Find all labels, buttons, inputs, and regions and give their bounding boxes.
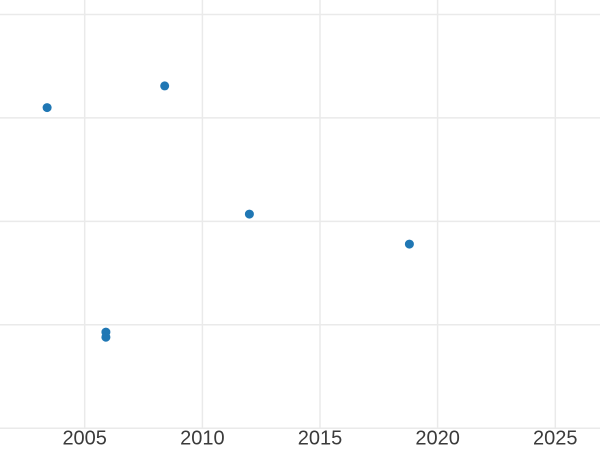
data-point bbox=[244, 209, 254, 219]
x-tick-label: 2005 bbox=[62, 428, 107, 450]
data-point bbox=[42, 103, 52, 113]
data-point bbox=[404, 239, 414, 249]
x-tick-label: 2015 bbox=[298, 428, 343, 450]
x-tick-label: 2010 bbox=[180, 428, 225, 450]
x-tick-label: 2025 bbox=[533, 428, 578, 450]
x-tick-label: 2020 bbox=[415, 428, 460, 450]
data-point bbox=[160, 81, 170, 91]
data-point bbox=[101, 332, 111, 342]
